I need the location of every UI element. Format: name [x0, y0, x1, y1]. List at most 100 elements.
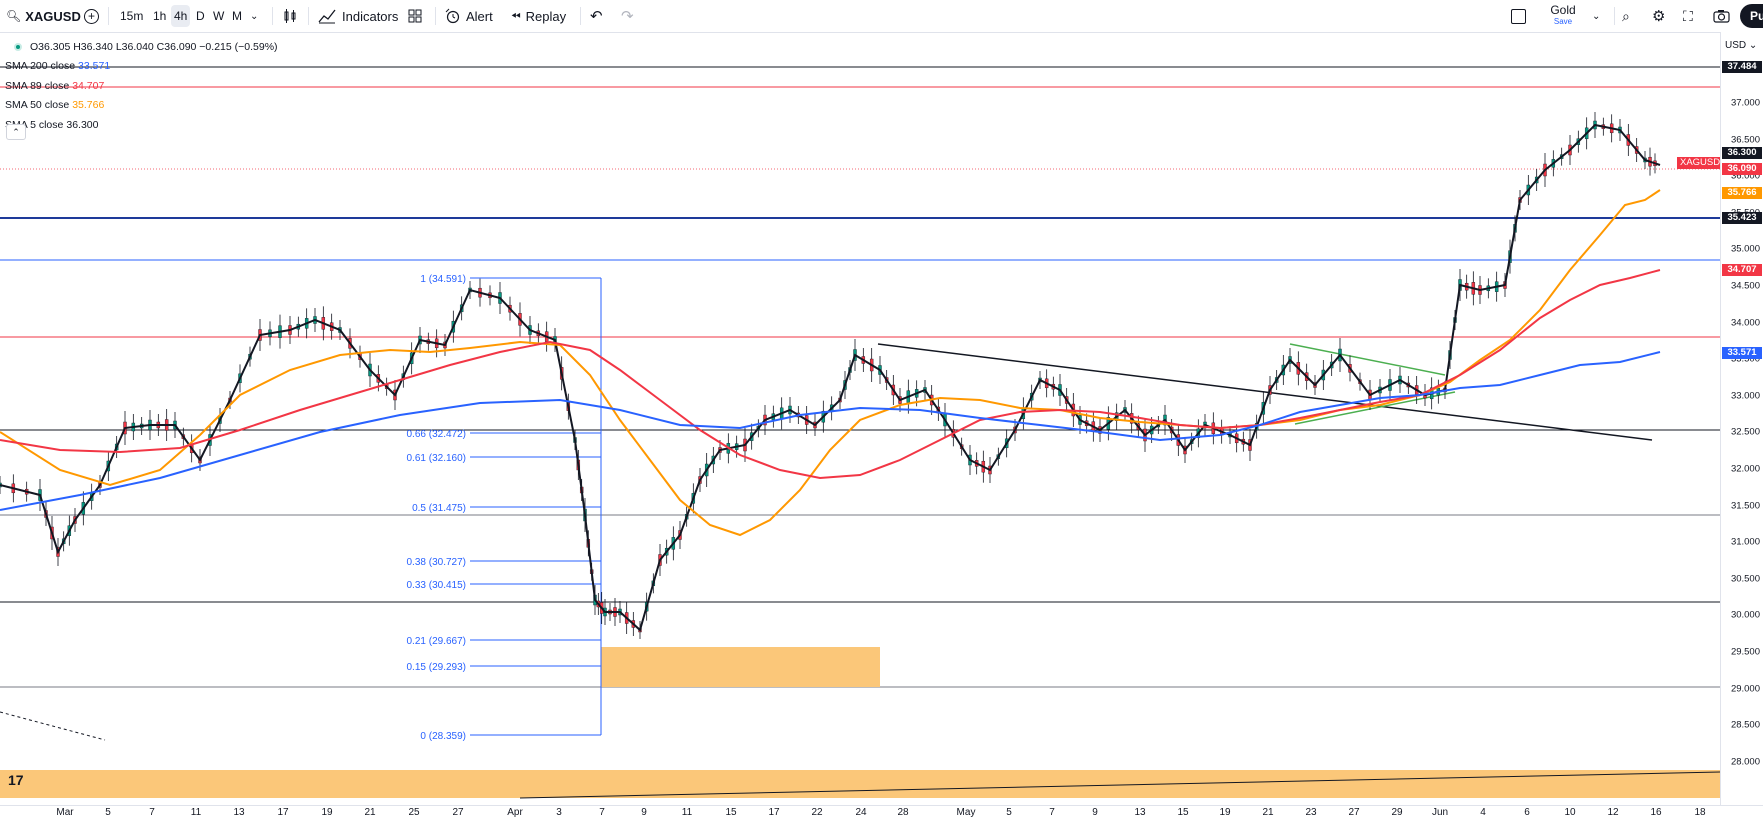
time-tick-label: 5	[1006, 807, 1012, 818]
interval-1h[interactable]: 1h	[153, 9, 167, 23]
price-tick-label: 28.000	[1730, 756, 1760, 768]
square-icon	[1511, 8, 1526, 24]
price-tick-label: 30.000	[1730, 609, 1760, 621]
green-channel-bottom	[1294, 391, 1456, 425]
price-tick-label: 37.000	[1730, 97, 1760, 109]
time-tick-label: 23	[1305, 807, 1317, 818]
time-tick-label: 11	[681, 807, 693, 818]
time-axis[interactable]: Mar 5 7 11 13 17 19 21 25 27 Apr 3 7 9 11 15 17 22 24 28 May…	[0, 805, 1763, 820]
price-tick-label: 35.000	[1730, 243, 1760, 255]
price-tick-label: 32.000	[1730, 463, 1760, 475]
price-axis-label: 37.484	[1722, 61, 1762, 73]
time-tick-label: 21	[364, 807, 376, 818]
layout-dropdown-chevron-icon[interactable]: ⌄	[1592, 10, 1601, 22]
quick-search-icon[interactable]: ⌕	[1622, 7, 1630, 24]
layout-name: Gold	[1550, 3, 1576, 17]
tradingview-logo-icon[interactable]: 17	[8, 772, 24, 788]
compare-button[interactable]: +	[84, 0, 99, 32]
interval-15m[interactable]: 15m	[120, 9, 144, 23]
sma-value: 33.571	[78, 60, 111, 72]
dashed-trend-line	[0, 711, 106, 741]
time-tick-label: 28	[897, 807, 909, 818]
time-tick-label: 17	[768, 807, 780, 818]
price-axis-label: 36.300	[1722, 147, 1762, 159]
indicators-button[interactable]: Indicators	[318, 0, 398, 32]
time-tick-label: 10	[1564, 807, 1576, 818]
price-chart[interactable]: 1 (34.591) 0.66 (32.472) 0.61 (32.160) 0.5 …	[0, 32, 1720, 805]
undo-icon[interactable]: ↶	[590, 8, 603, 25]
symbol-name: XAGUSD	[25, 8, 81, 24]
time-tick-label: Jun	[1431, 807, 1449, 818]
green-channel-top	[1289, 343, 1446, 376]
interval-4h[interactable]: 4h	[171, 5, 191, 27]
layout-name-button[interactable]: Gold Save	[1545, 4, 1581, 28]
time-tick-label: 13	[1134, 807, 1146, 818]
time-tick-label: 9	[1092, 807, 1098, 818]
legend-sma-200[interactable]: SMA 200 close 33.571	[5, 60, 110, 72]
sma-89-line	[0, 269, 1661, 480]
sma-200-line	[0, 351, 1661, 511]
price-tick-label: 34.000	[1730, 317, 1760, 329]
currency-label: USD	[1725, 40, 1747, 51]
layout-save-status: Save	[1553, 17, 1573, 26]
legend-sma-50[interactable]: SMA 50 close 35.766	[5, 99, 104, 111]
time-tick-label: Mar	[56, 807, 74, 818]
fib-level-label: 0.5 (31.475)	[412, 503, 466, 514]
collapse-legend-chevron-up-icon[interactable]: ⌃	[6, 124, 26, 140]
sma-5-line	[0, 123, 1661, 632]
time-tick-label: 27	[452, 807, 464, 818]
bottom-zone	[0, 770, 1720, 798]
time-tick-label: 12	[1607, 807, 1619, 818]
templates-button[interactable]	[407, 0, 423, 32]
symbol-search[interactable]: 🔍︎ XAGUSD	[6, 0, 81, 32]
time-tick-label: Apr	[507, 807, 523, 818]
interval-m[interactable]: M	[232, 9, 242, 23]
user-avatar[interactable]: Pu	[1740, 4, 1763, 28]
price-axis[interactable]: 37.00036.50036.00035.50035.00034.50034.0…	[1720, 32, 1763, 805]
time-tick-label: 27	[1348, 807, 1360, 818]
symbol-price-tag: XAGUSD	[1677, 157, 1724, 169]
time-tick-label: 19	[321, 807, 333, 818]
fib-level-label: 0.33 (30.415)	[407, 580, 467, 591]
layout-checkbox[interactable]	[1511, 0, 1526, 32]
indicators-icon	[318, 9, 336, 24]
sma-value: 36.300	[66, 119, 99, 131]
time-tick-label: 7	[1049, 807, 1055, 818]
price-tick-label: 33.000	[1730, 390, 1760, 402]
interval-w[interactable]: W	[213, 9, 225, 23]
chart-type-button[interactable]	[282, 0, 298, 32]
settings-gear-icon[interactable]: ⚙	[1652, 8, 1666, 25]
fib-level-label: 0.15 (29.293)	[407, 662, 467, 673]
price-tick-label: 32.500	[1730, 426, 1760, 438]
interval-d[interactable]: D	[196, 9, 205, 23]
bottom-trend-line	[519, 771, 1720, 799]
redo-icon[interactable]: ↷	[621, 8, 634, 25]
snapshot-camera-icon[interactable]	[1713, 0, 1730, 32]
replay-button[interactable]: ⏪︎ Replay	[511, 0, 566, 32]
time-tick-label: 3	[556, 807, 562, 818]
price-tick-label: 34.500	[1730, 280, 1760, 292]
price-tick-label: 29.500	[1730, 646, 1760, 658]
indicators-label: Indicators	[342, 8, 399, 24]
alert-button[interactable]: Alert	[445, 0, 493, 32]
price-tick-label: 33.500	[1730, 353, 1760, 365]
time-tick-label: 13	[233, 807, 245, 818]
sma-label: SMA 50 close	[5, 99, 70, 111]
sma-label: SMA 89 close	[5, 80, 70, 92]
interval-dropdown-chevron-icon[interactable]: ⌄	[250, 10, 259, 22]
downtrend-line	[877, 343, 1653, 441]
currency-selector[interactable]: USD ⌄	[1725, 40, 1757, 51]
time-tick-label: 25	[408, 807, 420, 818]
rewind-icon: ⏪︎	[511, 8, 521, 23]
fullscreen-icon[interactable]: ⛶	[1683, 7, 1693, 24]
time-tick-label: 22	[811, 807, 823, 818]
chart-pane[interactable]: 1 (34.591) 0.66 (32.472) 0.61 (32.160) 0.5 …	[0, 32, 1720, 805]
sma-50-line	[0, 189, 1661, 537]
chevron-down-icon: ⌄	[1748, 40, 1758, 51]
demand-zone	[601, 647, 880, 687]
price-axis-label: 33.571	[1722, 347, 1762, 359]
time-tick-label: 4	[1480, 807, 1486, 818]
legend-sma-89[interactable]: SMA 89 close 34.707	[5, 80, 104, 92]
fib-level-label: 1 (34.591)	[420, 274, 466, 285]
time-tick-label: 16	[1650, 807, 1662, 818]
